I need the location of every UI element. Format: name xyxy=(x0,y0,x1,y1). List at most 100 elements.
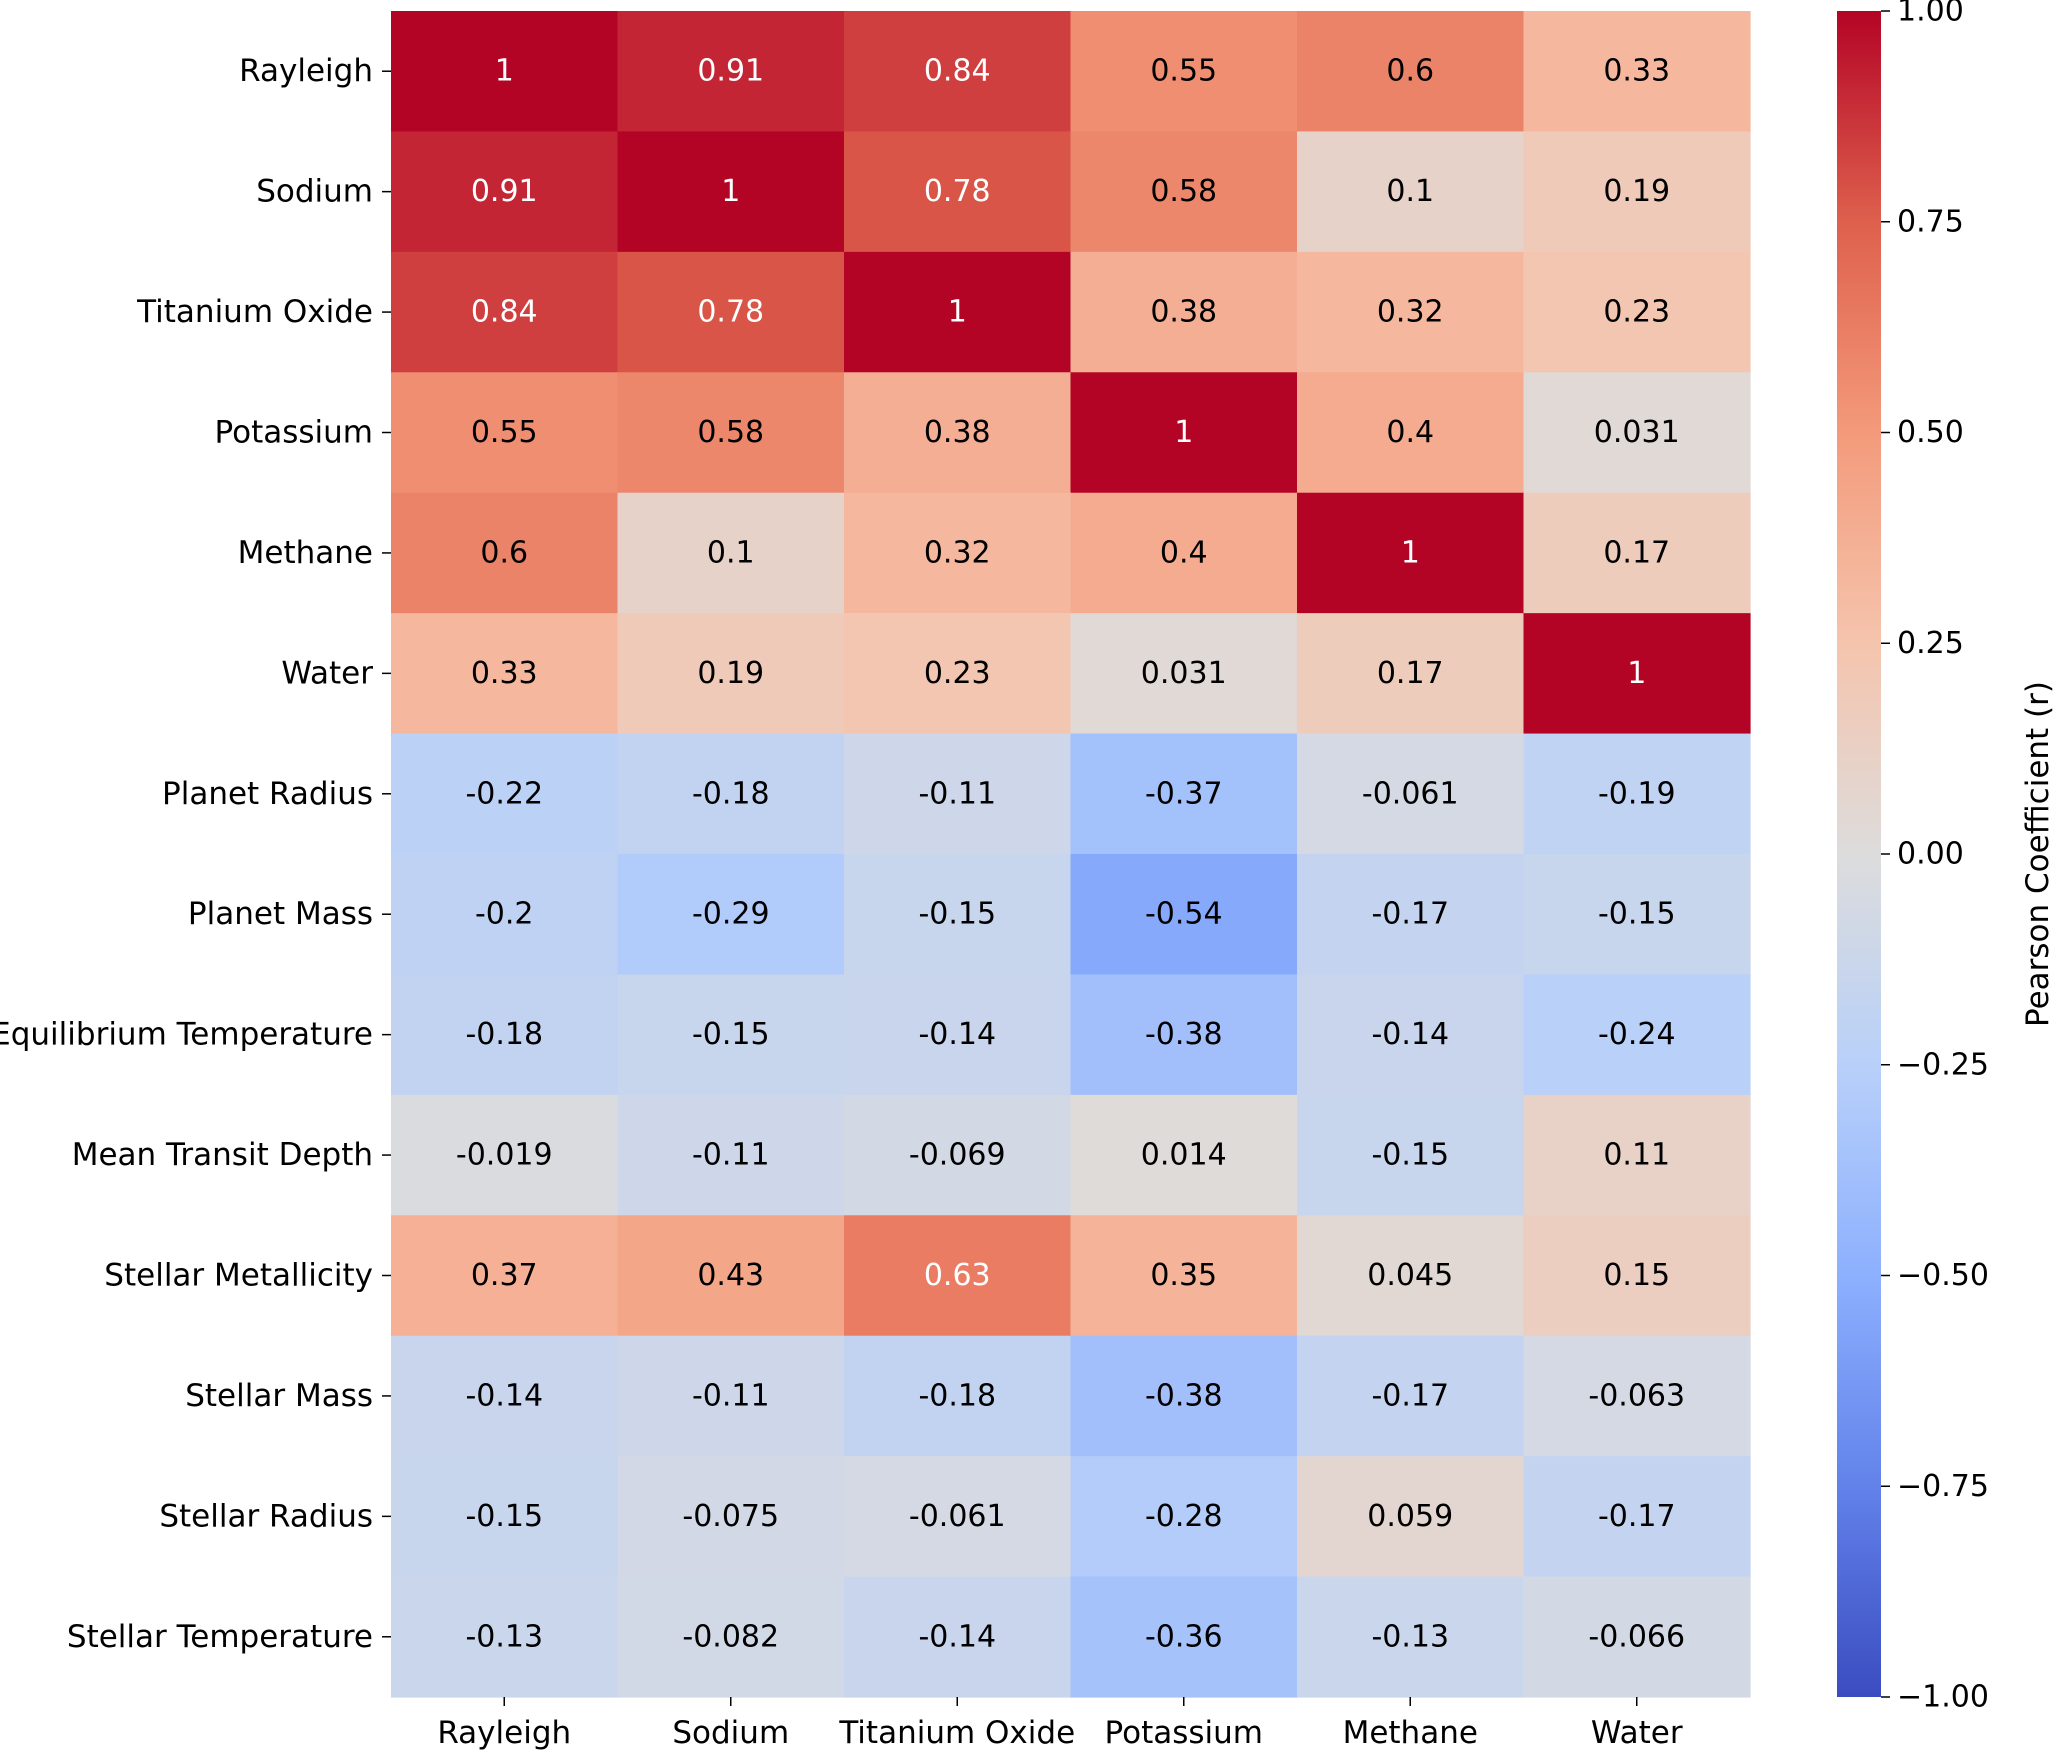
heatmap-cell-methane-potassium xyxy=(1070,492,1298,614)
cell-value-label: 0.059 xyxy=(1367,1499,1453,1534)
cell-value-label: -0.15 xyxy=(1598,897,1676,932)
cell-value-label: 1 xyxy=(721,174,740,209)
heatmap-cell-equilibrium-temperature-rayleigh xyxy=(391,974,619,1096)
cell-value-label: 0.031 xyxy=(1594,415,1680,450)
x-tick-label-water: Water xyxy=(1591,1715,1683,1751)
cell-value-label: 0.55 xyxy=(471,415,538,450)
y-tick-label-planet-radius: Planet Radius xyxy=(162,776,373,812)
cell-value-label: 1 xyxy=(948,295,967,330)
colorbar-tick-label: −0.25 xyxy=(1897,1047,1989,1082)
cell-value-label: 1 xyxy=(495,54,514,89)
cell-value-label: -0.14 xyxy=(918,1017,996,1052)
cell-value-label: -0.069 xyxy=(909,1138,1006,1173)
heatmap-cell-planet-radius-methane xyxy=(1297,733,1525,855)
x-tick-label-sodium: Sodium xyxy=(672,1715,789,1751)
heatmap-cell-sodium-methane xyxy=(1297,131,1525,253)
colorbar-gradient xyxy=(1837,11,1881,1697)
heatmap-cell-planet-mass-rayleigh xyxy=(391,854,619,976)
colorbar-tick-label: −0.50 xyxy=(1897,1258,1989,1293)
cell-value-label: 0.38 xyxy=(1150,295,1217,330)
cell-value-label: -0.24 xyxy=(1598,1017,1676,1052)
cell-value-label: 0.33 xyxy=(471,656,538,691)
cell-value-label: -0.17 xyxy=(1371,897,1449,932)
heatmap-cell-mean-transit-depth-sodium xyxy=(617,1094,845,1216)
cell-value-label: -0.14 xyxy=(918,1619,996,1654)
heatmap-cell-equilibrium-temperature-potassium xyxy=(1070,974,1298,1096)
cell-value-label: -0.14 xyxy=(1371,1017,1449,1052)
colorbar-tick-label: 1.00 xyxy=(1897,0,1964,29)
heatmap-cell-stellar-metallicity-sodium xyxy=(617,1215,845,1337)
heatmap-cell-methane-titanium-oxide xyxy=(844,492,1072,614)
heatmap-cell-titanium-oxide-potassium xyxy=(1070,251,1298,373)
heatmap-cell-planet-radius-sodium xyxy=(617,733,845,855)
cell-value-label: 0.78 xyxy=(924,174,991,209)
cell-value-label: 0.58 xyxy=(697,415,764,450)
heatmap-cell-water-titanium-oxide xyxy=(844,613,1072,735)
cell-value-label: 0.17 xyxy=(1603,535,1670,570)
cell-value-label: -0.22 xyxy=(465,776,543,811)
y-tick-label-methane: Methane xyxy=(238,535,373,571)
heatmap-cell-potassium-rayleigh xyxy=(391,372,619,494)
heatmap-cell-planet-mass-potassium xyxy=(1070,854,1298,976)
cell-value-label: -0.061 xyxy=(909,1499,1006,1534)
cell-value-label: 0.23 xyxy=(1603,295,1670,330)
heatmap-cell-potassium-sodium xyxy=(617,372,845,494)
cell-value-label: 0.17 xyxy=(1377,656,1444,691)
heatmap-cell-stellar-radius-water xyxy=(1523,1456,1751,1578)
heatmap-cell-stellar-temperature-potassium xyxy=(1070,1576,1298,1698)
heatmap-cell-stellar-mass-water xyxy=(1523,1335,1751,1457)
heatmap-cell-potassium-titanium-oxide xyxy=(844,372,1072,494)
heatmap-cell-mean-transit-depth-rayleigh xyxy=(391,1094,619,1216)
cell-value-label: 0.1 xyxy=(1386,174,1434,209)
colorbar-tick-label: 0.75 xyxy=(1897,204,1964,239)
cell-value-label: -0.54 xyxy=(1145,897,1223,932)
cell-value-label: -0.019 xyxy=(456,1138,553,1173)
heatmap-cell-stellar-mass-methane xyxy=(1297,1335,1525,1457)
heatmap-cell-potassium-potassium xyxy=(1070,372,1298,494)
cell-value-label: -0.36 xyxy=(1145,1619,1223,1654)
y-tick-label-titanium-oxide: Titanium Oxide xyxy=(136,294,373,330)
heatmap-cell-mean-transit-depth-methane xyxy=(1297,1094,1525,1216)
cell-value-label: -0.11 xyxy=(692,1138,770,1173)
x-tick-label-potassium: Potassium xyxy=(1105,1715,1263,1751)
heatmap-cell-water-water xyxy=(1523,613,1751,735)
cell-value-label: 0.43 xyxy=(697,1258,764,1293)
heatmap-cell-planet-mass-titanium-oxide xyxy=(844,854,1072,976)
cell-value-label: 0.91 xyxy=(471,174,538,209)
cell-value-label: -0.17 xyxy=(1371,1378,1449,1413)
heatmap-cell-rayleigh-methane xyxy=(1297,11,1525,133)
cell-value-label: -0.2 xyxy=(475,897,534,932)
heatmap-cell-planet-mass-water xyxy=(1523,854,1751,976)
cell-value-label: 0.91 xyxy=(697,54,764,89)
cell-value-label: 0.4 xyxy=(1386,415,1434,450)
y-tick-label-stellar-temperature: Stellar Temperature xyxy=(67,1619,373,1655)
cell-value-label: 0.55 xyxy=(1150,54,1217,89)
heatmap-cell-rayleigh-rayleigh xyxy=(391,11,619,133)
cell-value-label: -0.17 xyxy=(1598,1499,1676,1534)
cell-value-label: -0.28 xyxy=(1145,1499,1223,1534)
cell-value-label: 0.19 xyxy=(697,656,764,691)
colorbar-tick-label: 0.00 xyxy=(1897,837,1964,872)
heatmap-cell-planet-radius-titanium-oxide xyxy=(844,733,1072,855)
y-tick-label-equilibrium-temperature: Equilibrium Temperature xyxy=(0,1017,373,1053)
cell-value-label: 0.1 xyxy=(707,535,755,570)
colorbar-tick-label: −1.00 xyxy=(1897,1680,1989,1715)
heatmap-cell-labels: 1 0.91 0.84 0.55 0.6 0.33 0.91 1 0.78 0.58 0.1 0.19… xyxy=(456,54,1685,1655)
cell-value-label: 1 xyxy=(1401,535,1420,570)
y-tick-label-rayleigh: Rayleigh xyxy=(239,53,373,89)
heatmap-cell-stellar-metallicity-titanium-oxide xyxy=(844,1215,1072,1337)
heatmap-cell-titanium-oxide-sodium xyxy=(617,251,845,373)
colorbar-tick-label: 0.25 xyxy=(1897,626,1964,661)
cell-value-label: 0.031 xyxy=(1141,656,1227,691)
cell-value-label: 0.6 xyxy=(1386,54,1434,89)
heatmap-cell-methane-rayleigh xyxy=(391,492,619,614)
cell-value-label: -0.38 xyxy=(1145,1378,1223,1413)
y-tick-label-stellar-mass: Stellar Mass xyxy=(185,1378,373,1414)
cell-value-label: 0.35 xyxy=(1150,1258,1217,1293)
cell-value-label: 1 xyxy=(1174,415,1193,450)
heatmap-cell-stellar-metallicity-rayleigh xyxy=(391,1215,619,1337)
heatmap-cell-potassium-methane xyxy=(1297,372,1525,494)
x-tick-label-methane: Methane xyxy=(1343,1715,1478,1751)
heatmap-cell-stellar-temperature-sodium xyxy=(617,1576,845,1698)
cell-value-label: 1 xyxy=(1627,656,1646,691)
